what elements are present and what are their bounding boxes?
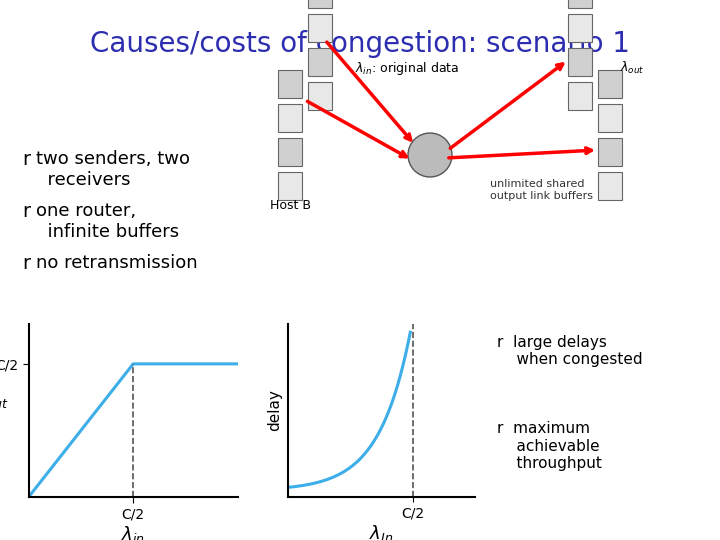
Bar [278, 138, 302, 166]
Text: $\lambda_{in}$: original data: $\lambda_{in}$: original data [355, 60, 459, 77]
Bar [568, 82, 592, 110]
Text: r: r [22, 150, 30, 169]
Text: one router,
  infinite buffers: one router, infinite buffers [36, 202, 179, 241]
X-axis label: $\lambda_{In}$: $\lambda_{In}$ [369, 523, 394, 540]
Bar [308, 82, 332, 110]
Bar [598, 104, 622, 132]
Bar [308, 14, 332, 42]
Bar [308, 48, 332, 76]
Bar [278, 104, 302, 132]
Text: no retransmission: no retransmission [36, 254, 197, 272]
Text: r  large delays
    when congested: r large delays when congested [497, 335, 642, 367]
Bar [568, 14, 592, 42]
Bar [598, 172, 622, 200]
Y-axis label: delay: delay [267, 389, 282, 431]
Text: unlimited shared
output link buffers: unlimited shared output link buffers [490, 179, 593, 201]
Text: Causes/costs of congestion: scenario 1: Causes/costs of congestion: scenario 1 [90, 30, 630, 58]
Bar [278, 70, 302, 98]
Text: $\lambda_{out}$: $\lambda_{out}$ [620, 60, 644, 76]
Text: r  maximum
    achievable
    throughput: r maximum achievable throughput [497, 421, 602, 471]
Circle shape [408, 133, 452, 177]
X-axis label: $\lambda_{in}$: $\lambda_{in}$ [121, 524, 145, 540]
Bar [598, 138, 622, 166]
Text: two senders, two
  receivers: two senders, two receivers [36, 150, 190, 189]
Bar [568, 48, 592, 76]
Bar [598, 70, 622, 98]
Bar [278, 172, 302, 200]
Text: Host B: Host B [269, 199, 310, 212]
Bar [308, 0, 332, 8]
Text: r: r [22, 202, 30, 221]
Y-axis label: $\lambda_{out}$: $\lambda_{out}$ [0, 389, 9, 410]
Text: r: r [22, 254, 30, 273]
Bar [568, 0, 592, 8]
